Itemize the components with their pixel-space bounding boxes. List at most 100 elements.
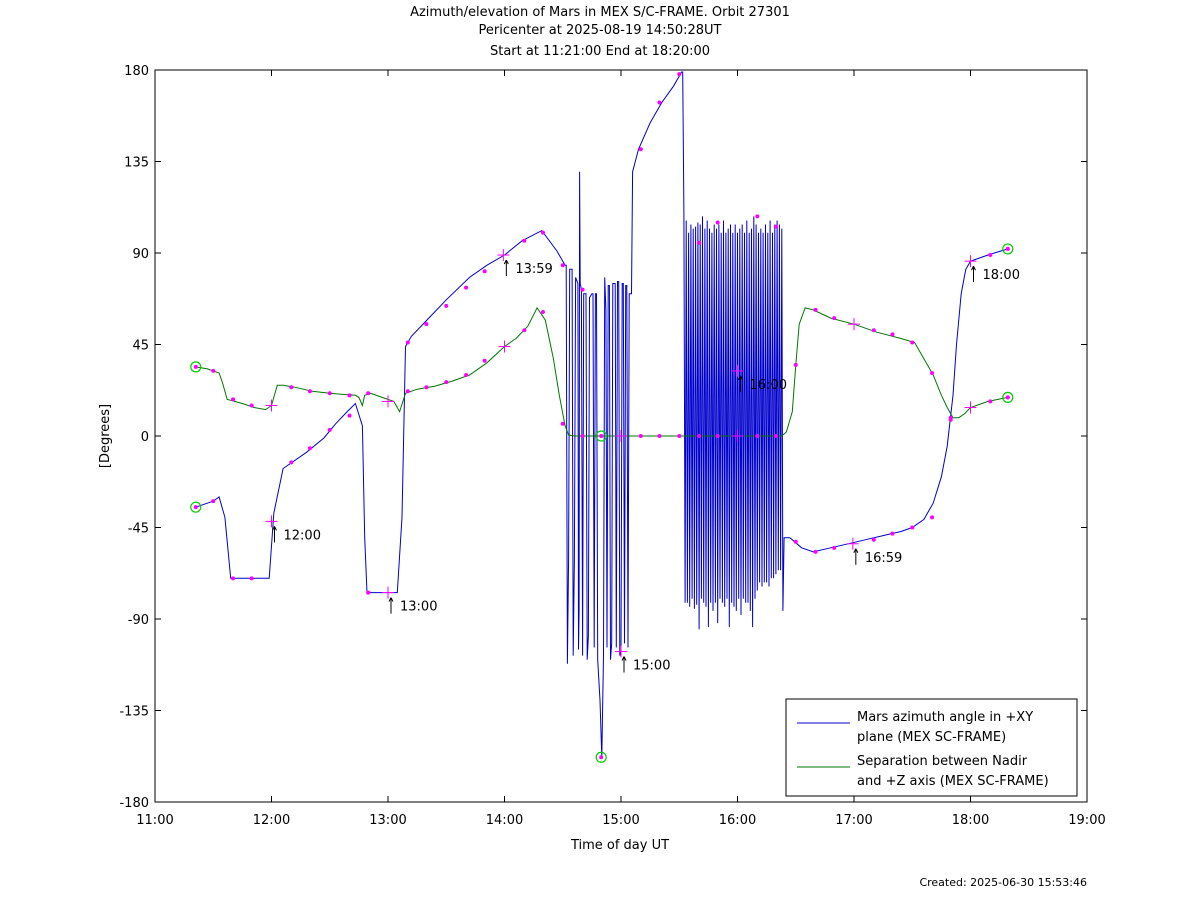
time-annotation-label: 12:00 <box>284 528 321 543</box>
time-annotation-label: 16:59 <box>865 551 902 566</box>
time-annotation-label: 13:59 <box>515 262 552 277</box>
endpoint-circle-marker <box>190 501 202 513</box>
hour-cross-marker <box>265 399 278 412</box>
y-tick-label: -90 <box>128 613 149 628</box>
chart-legend: Mars azimuth angle in +XY plane (MEX SC-… <box>785 698 1078 797</box>
sample-dot-marker <box>930 370 935 375</box>
time-annotation: 16:59 <box>853 548 902 566</box>
hour-cross-marker <box>964 255 977 268</box>
y-tick-label: 45 <box>132 339 149 354</box>
sample-dot-marker <box>522 238 527 243</box>
y-tick-label: 180 <box>124 64 149 79</box>
created-timestamp: Created: 2025-06-30 15:53:46 <box>919 876 1087 889</box>
series-line-separation <box>195 306 1008 437</box>
sample-dot-marker <box>249 403 254 408</box>
endpoint-circle-marker <box>1002 391 1014 403</box>
legend-label-separation-line2: and +Z axis (MEX SC-FRAME) <box>857 774 1049 789</box>
sample-dot-marker <box>424 385 429 390</box>
endpoint-circle-marker <box>595 751 607 763</box>
hour-cross-marker <box>731 364 744 377</box>
sample-dot-marker <box>813 307 818 312</box>
sample-dot-marker <box>560 263 565 268</box>
sample-dot-marker <box>464 373 469 377</box>
sample-dot-marker <box>930 515 935 520</box>
time-annotation: 12:00 <box>272 526 321 543</box>
x-tick-label: 16:00 <box>719 813 756 828</box>
sample-dot-marker <box>444 303 449 308</box>
sample-dot-marker <box>347 413 352 418</box>
sample-dot-marker <box>327 427 332 432</box>
sample-dot-marker <box>793 539 798 544</box>
sample-dot-marker <box>540 230 545 235</box>
sample-dot-marker <box>755 214 760 219</box>
x-tick-label: 12:00 <box>253 813 290 828</box>
time-annotation: 13:59 <box>503 259 553 277</box>
sample-dot-marker <box>677 72 682 77</box>
hour-cross-marker <box>964 401 977 414</box>
sample-dot-marker <box>307 389 312 394</box>
hour-cross-marker <box>848 318 860 331</box>
legend-label-azimuth-line1: Mars azimuth angle in +XY <box>857 710 1033 725</box>
sample-dot-marker <box>832 316 837 321</box>
sample-dot-marker <box>773 434 778 438</box>
hour-cross-marker <box>498 340 511 353</box>
chart-title: Azimuth/elevation of Mars in MEX S/C-FRA… <box>410 5 790 20</box>
legend-box <box>785 698 1078 797</box>
sample-dot-marker <box>482 269 487 274</box>
y-axis-label: [Degrees] <box>98 404 113 468</box>
hour-cross-marker <box>382 395 394 408</box>
endpoint-circle-marker <box>595 430 607 442</box>
endpoint-circle-marker <box>190 361 202 373</box>
sample-dot-marker <box>580 287 585 292</box>
legend-label-separation-line1: Separation between Nadir <box>857 754 1028 769</box>
sample-dot-marker <box>677 434 682 438</box>
y-tick-label: -180 <box>119 796 149 811</box>
sample-dot-marker <box>813 549 818 554</box>
sample-dot-marker <box>289 385 294 390</box>
sample-dot-marker <box>890 531 895 536</box>
x-tick-label: 11:00 <box>136 813 173 828</box>
sample-dot-marker <box>327 391 332 396</box>
sample-dot-marker <box>697 434 702 438</box>
sample-dot-marker <box>657 434 662 438</box>
sample-dot-marker <box>405 340 410 345</box>
time-annotation: 16:00 <box>738 375 787 393</box>
sample-dot-marker <box>580 434 585 438</box>
sample-dot-marker <box>211 368 216 373</box>
sample-dot-marker <box>444 380 449 385</box>
hour-cross-marker <box>497 249 510 262</box>
sample-dot-marker <box>715 434 720 438</box>
y-tick-label: 0 <box>141 430 149 445</box>
chart-subtitle-pericenter: Pericenter at 2025-08-19 14:50:28UT <box>478 23 722 38</box>
sample-dot-marker <box>871 537 876 542</box>
sample-dot-marker <box>715 220 720 225</box>
sample-dot-marker <box>988 399 993 404</box>
sample-dot-marker <box>231 576 236 581</box>
sample-dot-marker <box>890 332 895 337</box>
time-annotation-label: 16:00 <box>750 378 787 393</box>
sample-dot-marker <box>560 421 565 426</box>
x-tick-label: 14:00 <box>486 813 523 828</box>
hour-cross-marker <box>382 586 394 599</box>
y-tick-label: 90 <box>132 247 149 262</box>
sample-dot-marker <box>910 340 915 345</box>
x-tick-label: 15:00 <box>602 813 639 828</box>
hour-cross-marker <box>265 515 278 528</box>
time-annotation: 13:00 <box>388 597 437 615</box>
endpoint-circle-marker <box>1002 243 1014 255</box>
time-annotation: 18:00 <box>971 265 1020 283</box>
sample-dot-marker <box>347 393 352 398</box>
hour-cross-marker <box>615 645 627 658</box>
x-tick-label: 19:00 <box>1068 813 1105 828</box>
time-annotation-label: 13:00 <box>400 600 437 615</box>
sample-dot-marker <box>231 397 236 402</box>
sample-dot-marker <box>249 576 254 581</box>
time-annotation-label: 15:00 <box>633 659 670 674</box>
hour-cross-marker <box>846 537 859 550</box>
sample-dot-marker <box>988 253 993 258</box>
x-tick-label: 18:00 <box>952 813 989 828</box>
sample-dot-marker <box>755 434 760 438</box>
x-tick-label: 13:00 <box>369 813 406 828</box>
sample-dot-marker <box>540 309 545 314</box>
